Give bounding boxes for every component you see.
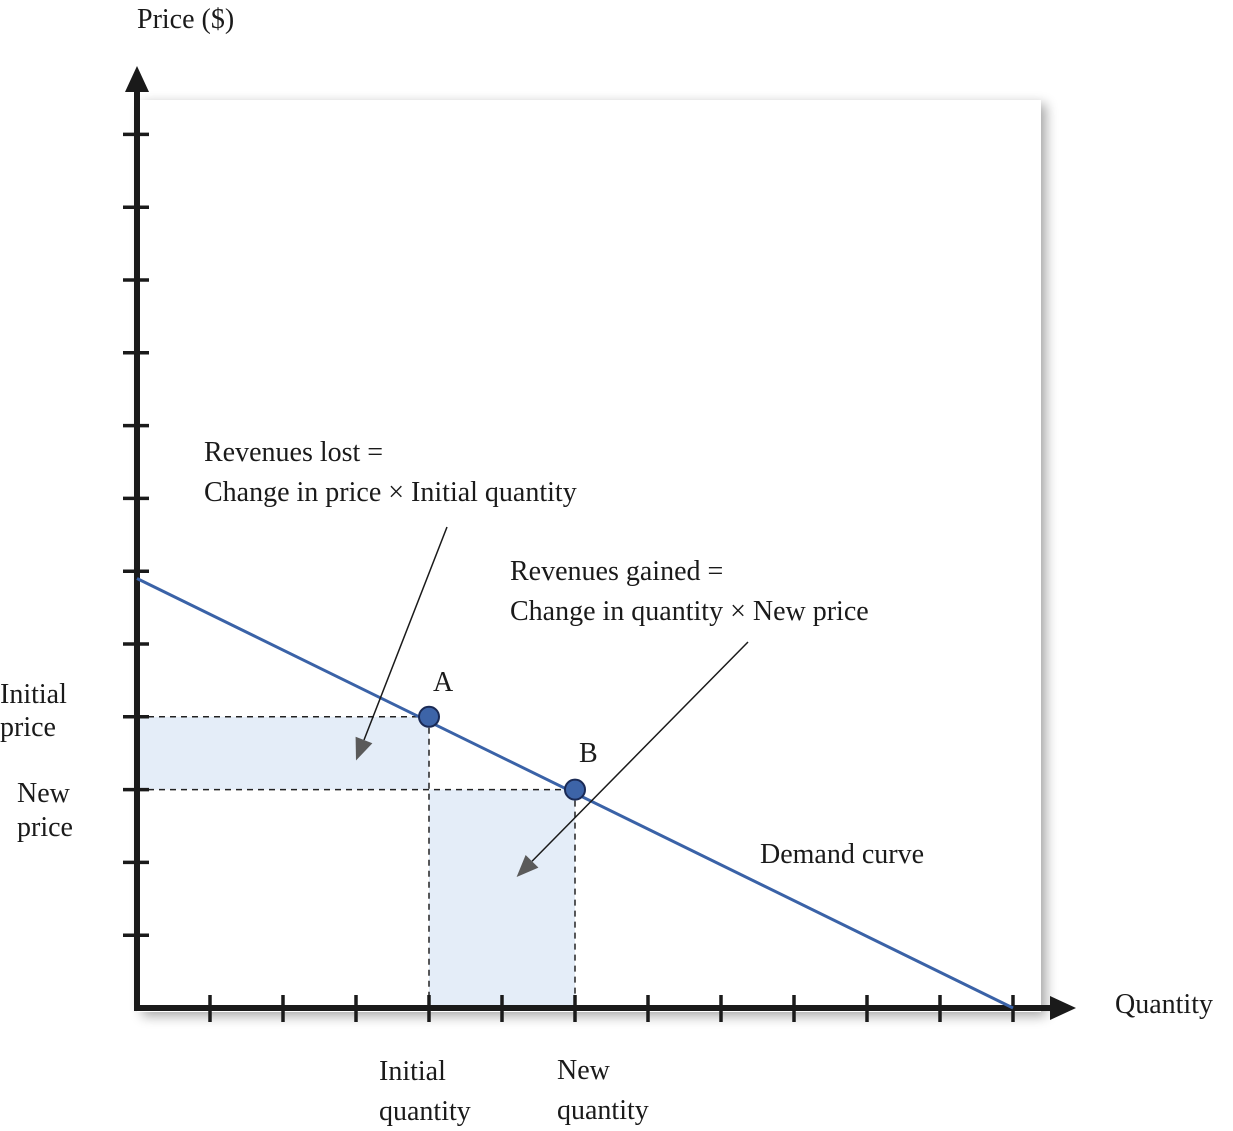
x-axis-label: Quantity bbox=[1115, 989, 1213, 1020]
dashed-guides bbox=[137, 716, 576, 1008]
demand-curve-label: Demand curve bbox=[760, 839, 924, 870]
y-label-new-price-line1: New bbox=[17, 778, 71, 809]
annotation-arrow-line-2 bbox=[531, 641, 749, 862]
x-label-initial-quantity-line1: Initial bbox=[379, 1056, 446, 1087]
point-label-b: B bbox=[579, 738, 598, 769]
plot-area bbox=[137, 100, 1041, 1012]
point-label-a: A bbox=[433, 667, 454, 698]
axes bbox=[123, 66, 1076, 1022]
y-axis-label: Price ($) bbox=[137, 4, 234, 35]
shaded-region-revenues-gained bbox=[429, 789, 575, 1008]
annotation-revenues-lost-line1: Revenues lost = bbox=[204, 437, 383, 468]
point-b bbox=[564, 778, 586, 801]
points bbox=[418, 705, 586, 801]
x-label-new-quantity-line2: quantity bbox=[557, 1095, 649, 1126]
y-label-initial-price-line2: price bbox=[0, 712, 56, 743]
annotation-arrows bbox=[355, 526, 749, 877]
annotation-revenues-gained-line2: Change in quantity × New price bbox=[510, 596, 869, 627]
point-a bbox=[418, 705, 440, 728]
x-label-initial-quantity-line2: quantity bbox=[379, 1096, 471, 1127]
annotation-arrowhead-1 bbox=[355, 736, 373, 761]
annotation-revenues-lost-line2: Change in price × Initial quantity bbox=[204, 477, 577, 508]
annotation-arrowhead-2 bbox=[516, 854, 539, 877]
y-label-new-price-line2: price bbox=[17, 812, 73, 843]
y-axis-arrowhead bbox=[125, 66, 149, 92]
x-label-new-quantity-line1: New bbox=[557, 1055, 611, 1086]
annotation-arrow-line-1 bbox=[363, 526, 448, 741]
y-label-initial-price-line1: Initial bbox=[0, 679, 67, 710]
x-axis-arrowhead bbox=[1050, 996, 1076, 1020]
shaded-regions bbox=[137, 716, 575, 1008]
annotation-revenues-gained-line1: Revenues gained = bbox=[510, 556, 723, 587]
shaded-region-revenues-lost bbox=[137, 716, 429, 790]
